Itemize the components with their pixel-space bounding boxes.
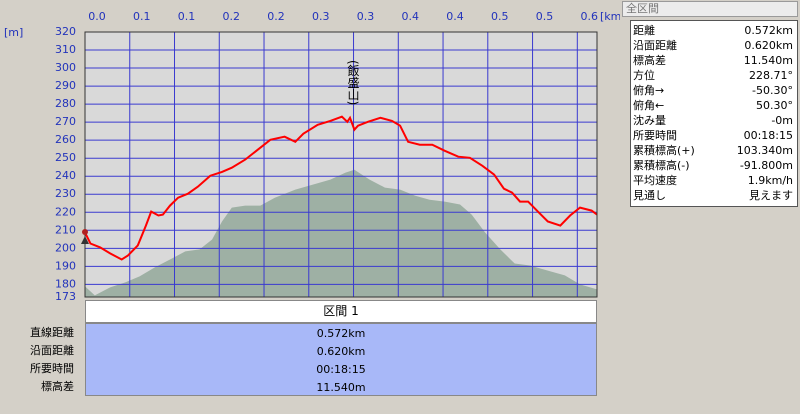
summary-label: 標高差 [633,54,666,67]
summary-value: -50.30° [752,84,793,97]
x-tick-label: 0.1 [133,10,151,23]
x-tick-label: 0.5 [491,10,509,23]
summary-label: 累積標高(-) [633,159,690,172]
summary-value: 1.9km/h [747,174,793,187]
summary-value: -91.800m [739,159,793,172]
peak-annotation: (飯盛山) [346,60,360,105]
summary-label: 沈み量 [633,114,666,127]
summary-table: 距離 0.572km 沿面距離 0.620km 標高差 11.540m 方位 228.71° 俯… [630,20,798,207]
summary-value: 0.572km [744,24,793,37]
x-tick-label: 0.4 [446,10,464,23]
terrain-area [85,169,597,297]
summary-value: 見えます [749,189,793,202]
y-tick-label: 270 [55,115,76,128]
y-tick-label: 290 [55,79,76,92]
section-value: 0.572km [316,327,366,340]
y-tick-label: 210 [55,223,76,236]
summary-value: 0.620km [744,39,793,52]
section-label: 沿面距離 [30,344,74,357]
x-tick-label: 0.6 [581,10,599,23]
section-label: 直線距離 [30,326,74,339]
y-tick-label: 280 [55,97,76,110]
summary-label: 方位 [633,69,655,82]
x-unit: [km] [600,10,620,23]
y-tick-label: 250 [55,151,76,164]
x-tick-label: 0.3 [312,10,330,23]
summary-value: 00:18:15 [743,129,793,142]
section-value: 11.540m [316,381,366,394]
section-value: 0.620km [316,345,366,358]
section-labels: 直線距離沿面距離所要時間標高差 [0,323,78,396]
x-tick-label: 0.1 [178,10,196,23]
x-tick-label: 0.2 [267,10,285,23]
y-tick-label: 320 [55,25,76,38]
elevation-line [84,115,598,261]
y-tick-label: 300 [55,61,76,74]
x-tick-label: 0.0 [88,10,106,23]
section-table: 0.572km 0.620km 00:18:15 11.540m [85,323,597,396]
x-tick-label: 0.5 [536,10,554,23]
section-title: 区間 1 [85,300,597,323]
plot-frame [84,31,598,298]
summary-title: 全区間 [622,1,798,17]
summary-label: 平均速度 [633,174,677,187]
x-tick-label: 0.3 [357,10,375,23]
y-tick-label: 173 [55,290,76,303]
summary-label: 見通し [633,189,666,202]
section-label: 標高差 [41,380,74,393]
summary-label: 距離 [633,24,655,37]
summary-label: 俯角← [633,99,665,112]
summary-label: 沿面距離 [633,39,677,52]
summary-label: 累積標高(+) [633,144,695,157]
x-tick-label: 0.4 [402,10,420,23]
y-tick-label: 200 [55,241,76,254]
summary-value: -0m [771,114,793,127]
summary-label: 俯角→ [633,84,665,97]
y-unit: [m] [4,26,23,39]
summary-value: 103.340m [736,144,793,157]
summary-value: 228.71° [749,69,793,82]
summary-value: 50.30° [756,99,793,112]
summary-value: 11.540m [743,54,793,67]
summary-label: 所要時間 [633,129,677,142]
y-tick-label: 190 [55,259,76,272]
section-value: 00:18:15 [316,363,366,376]
x-tick-label: 0.2 [223,10,241,23]
start-marker [81,229,89,244]
section-label: 所要時間 [30,362,74,375]
y-tick-label: 180 [55,277,76,290]
y-tick-label: 220 [55,205,76,218]
y-tick-label: 310 [55,43,76,56]
y-tick-label: 260 [55,133,76,146]
y-tick-label: 230 [55,187,76,200]
y-tick-label: 240 [55,169,76,182]
